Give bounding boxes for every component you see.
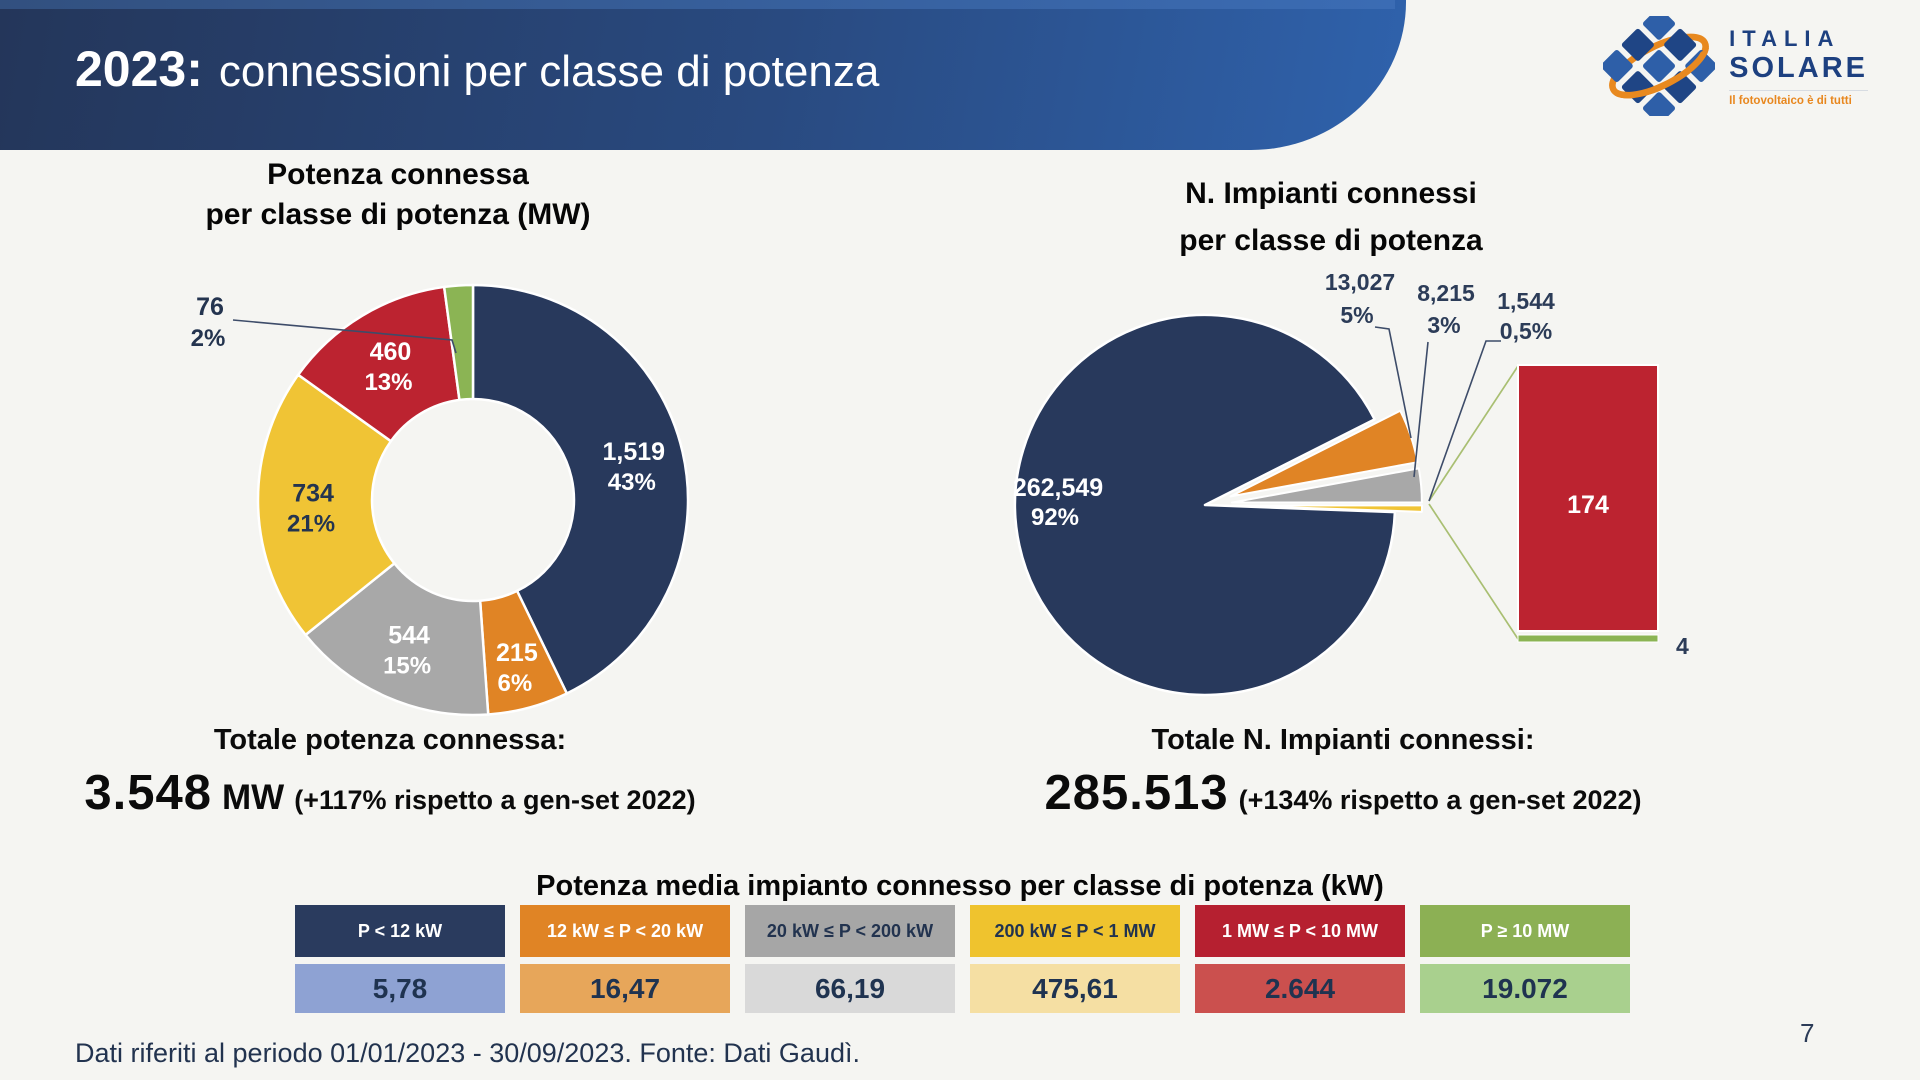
pie-percent-label: 0,5% [1500,318,1552,344]
power-class-header: P < 12 kW [295,905,505,957]
donut-value-label: 544 [388,622,430,650]
donut-percent-label: 6% [498,670,533,697]
total-impianti-line: 285.513 (+134% rispetto a gen-set 2022) [993,765,1693,821]
power-class-header: 1 MW ≤ P < 10 MW [1195,905,1405,957]
donut-slice-2 [304,562,490,717]
pie-percent-label: 92% [1031,504,1079,531]
total-potenza-block: Totale potenza connessa: 3.548 MW (+117% r… [40,724,740,821]
total-potenza-label: Totale potenza connessa: [213,724,567,756]
header-band-highlight [0,0,1395,9]
pie-value-label: 8,215 [1417,280,1475,306]
slide-title: 2023: connessioni per classe di potenza [75,40,879,98]
avg-table-column-5: P ≥ 10 MW 19.072 [1420,905,1630,1013]
donut-value-label: 76 [196,293,224,321]
pie-leader-line [1374,326,1412,439]
footer-note: Dati riferiti al periodo 01/01/2023 - 30… [75,1038,860,1068]
total-potenza-line: 3.548 MW (+117% rispetto a gen-set 2022) [40,765,740,821]
pie-slice-3 [1231,504,1423,513]
donut-title-line1: Potenza connessa [267,158,529,191]
power-class-header: 200 kW ≤ P < 1 MW [970,905,1180,957]
avg-power-value: 475,61 [970,964,1180,1013]
logo-name-top: ITALIA [1729,25,1841,51]
page-number: 7 [1800,1018,1815,1048]
donut-percent-label: 15% [383,653,431,680]
donut-slice-5 [442,283,475,402]
total-impianti-label: Totale N. Impianti connessi: [1151,724,1535,756]
power-class-header: 12 kW ≤ P < 20 kW [520,905,730,957]
avg-power-value: 16,47 [520,964,730,1013]
solar-panel-swoosh-icon [1603,16,1716,116]
avg-table-column-3: 200 kW ≤ P < 1 MW 475,61 [970,905,1180,1013]
pie-title-line1: N. Impianti connessi [1185,177,1477,210]
avg-power-value: 2.644 [1195,964,1405,1013]
bar-segment-green [1517,634,1659,643]
bar-connector-line [1428,503,1519,640]
power-class-header: 20 kW ≤ P < 200 kW [745,905,955,957]
avg-power-value: 5,78 [295,964,505,1013]
donut-value-label: 1,519 [603,438,666,466]
logo-tagline: Il fotovoltaico è di tutti [1729,89,1868,107]
bar-connector-line [1428,365,1519,502]
italia-solare-logo: ITALIA SOLARE Il fotovoltaico è di tutti [1603,16,1868,116]
total-potenza-note: (+117% rispetto a gen-set 2022) [294,785,696,815]
pie-slice-2 [1230,467,1423,504]
logo-name-bottom: SOLARE [1729,51,1868,84]
pie-percent-label: 5% [1340,302,1373,328]
pie-value-label: 1,544 [1497,288,1555,314]
pie-value-label: 262,549 [1013,474,1103,502]
total-impianti-block: Totale N. Impianti connessi: 285.513 (+13… [993,724,1693,821]
avg-table-column-1: 12 kW ≤ P < 20 kW 16,47 [520,905,730,1013]
logo-text: ITALIA SOLARE Il fotovoltaico è di tutti [1729,26,1868,107]
avg-table-column-2: 20 kW ≤ P < 200 kW 66,19 [745,905,955,1013]
donut-slice-3 [256,373,396,637]
donut-percent-label: 43% [608,469,656,496]
slide-title-year: 2023: [75,41,203,97]
pie-chart-title: N. Impianti connessi per classe di poten… [1031,170,1631,264]
donut-percent-label: 2% [191,325,226,352]
avg-power-value: 19.072 [1420,964,1630,1013]
slide-title-text: connessioni per classe di potenza [218,47,880,96]
donut-percent-label: 21% [287,511,335,538]
total-impianti-note: (+134% rispetto a gen-set 2022) [1238,785,1642,815]
pie-value-label: 13,027 [1325,269,1395,295]
header-band: 2023: connessioni per classe di potenza [0,0,1406,150]
donut-slice-4 [296,285,461,443]
donut-value-label: 734 [292,480,334,508]
pie-leader-line [1413,341,1429,478]
total-potenza-value: 3.548 [84,766,212,820]
pie-percent-label: 3% [1427,312,1460,338]
pie-title-line2: per classe di potenza [1179,224,1483,257]
total-impianti-value: 285.513 [1044,766,1229,820]
bar-value-label: 4 [1676,633,1689,659]
donut-slice-0 [471,283,690,695]
donut-callout-line [232,319,457,354]
avg-power-value: 66,19 [745,964,955,1013]
donut-percent-label: 13% [364,369,412,396]
pie-leader-line [1428,340,1501,502]
donut-title-line2: per classe di potenza (MW) [205,198,591,231]
bar-segment-red [1517,364,1659,632]
total-potenza-unit: MW [221,778,285,817]
power-class-header: P ≥ 10 MW [1420,905,1630,957]
avg-power-table: P < 12 kW 5,78 12 kW ≤ P < 20 kW 16,47 20 kW… [295,905,1630,1013]
avg-table-column-4: 1 MW ≤ P < 10 MW 2.644 [1195,905,1405,1013]
bar-value-label: 174 [1567,491,1609,519]
pie-slice-0 [1013,313,1397,697]
donut-value-label: 215 [496,639,538,667]
donut-value-label: 460 [370,338,412,366]
avg-table-title: Potenza media impianto connesso per clas… [536,870,1384,902]
avg-table-column-0: P < 12 kW 5,78 [295,905,505,1013]
donut-chart-title: Potenza connessa per classe di potenza (… [98,155,698,235]
